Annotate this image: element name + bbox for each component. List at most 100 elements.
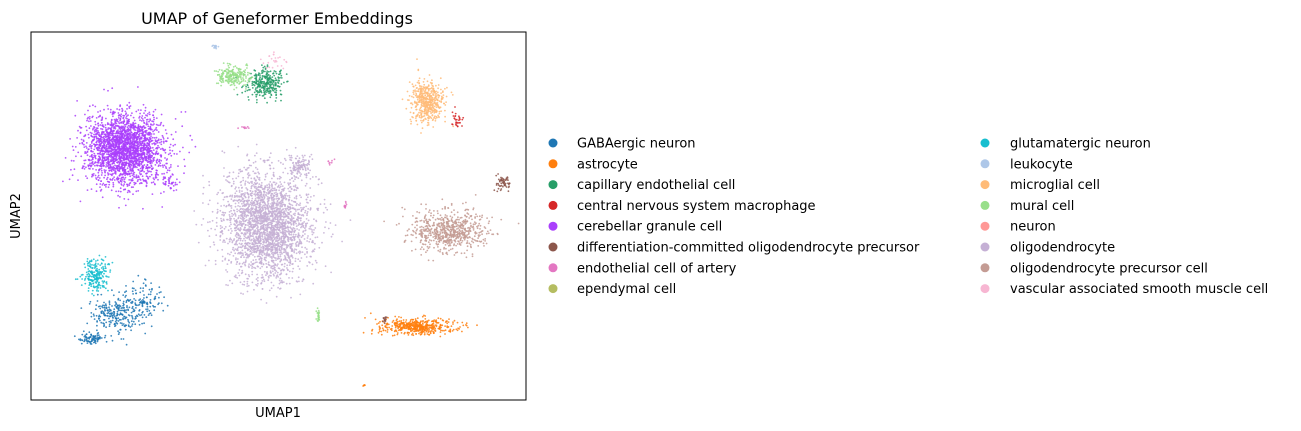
data-point [279,89,282,92]
data-point [380,333,383,336]
data-point [105,326,107,329]
data-point [144,332,147,335]
data-point [97,317,100,320]
data-point [149,119,152,122]
data-point [95,169,97,171]
data-point [415,321,418,324]
data-point [165,167,168,170]
data-point [125,299,128,302]
data-point [398,326,400,328]
data-point [133,127,136,129]
data-point [424,91,427,93]
data-point [94,264,97,266]
data-point [102,126,105,128]
data-point [421,330,424,333]
data-point [134,303,137,306]
data-point [423,111,426,113]
data-point [386,328,389,331]
data-point [121,163,124,166]
data-point [99,124,102,126]
data-point [161,173,164,175]
data-point [157,144,159,147]
data-point [143,180,146,182]
data-point [242,79,245,82]
data-point [435,325,438,328]
data-point [238,80,240,83]
data-point [124,296,127,298]
data-point [98,254,101,257]
data-point [259,79,261,81]
data-point [110,126,113,129]
data-point [422,81,425,83]
data-point [139,142,142,145]
data-point [139,167,142,170]
data-point [268,92,270,95]
data-point [242,77,244,79]
data-point [306,211,309,213]
data-point [133,134,135,137]
data-point [108,308,111,311]
data-point [147,314,150,316]
data-point [93,136,95,138]
data-point [128,190,131,192]
data-point [126,108,128,110]
data-point [133,119,136,122]
data-point [117,160,120,163]
data-point [112,181,115,184]
data-point [142,159,145,162]
data-point [150,282,153,284]
data-point [260,91,263,94]
data-point [382,329,385,332]
data-point [132,308,135,311]
data-point [430,90,433,93]
data-point [102,164,105,167]
data-point [141,322,144,325]
data-point [446,322,449,325]
data-point [431,111,434,114]
data-point [420,324,423,326]
data-point [254,73,257,76]
data-point [119,117,122,120]
data-point [162,138,165,140]
data-point [115,135,118,138]
data-point [241,86,243,89]
data-point [159,148,162,151]
data-point [423,100,425,103]
data-point [95,117,98,119]
data-point [404,327,406,330]
data-point [416,98,419,101]
data-point [97,111,99,113]
data-point [412,85,415,88]
data-point [290,214,293,217]
data-point [135,292,137,295]
data-point [95,147,98,150]
data-point [369,312,372,315]
data-point [138,303,141,306]
data-point [183,172,185,175]
data-point [132,280,135,283]
data-point [247,96,250,98]
data-point [174,131,177,133]
data-point [420,333,423,336]
data-point [422,115,425,118]
data-point [155,117,158,119]
data-point [283,81,285,84]
data-point [164,176,166,179]
data-point [163,191,165,193]
data-point [412,93,415,95]
data-point [164,151,167,154]
data-point [333,158,336,161]
data-point [255,87,257,90]
data-point [97,286,100,289]
data-point [261,64,263,66]
data-point [409,118,412,121]
data-point [151,128,153,131]
data-point [103,157,106,160]
data-point [184,111,187,113]
data-point [149,305,152,308]
data-point [140,160,142,163]
data-point [223,69,226,72]
data-point [111,261,114,264]
data-point [162,182,165,184]
data-point [121,309,123,312]
